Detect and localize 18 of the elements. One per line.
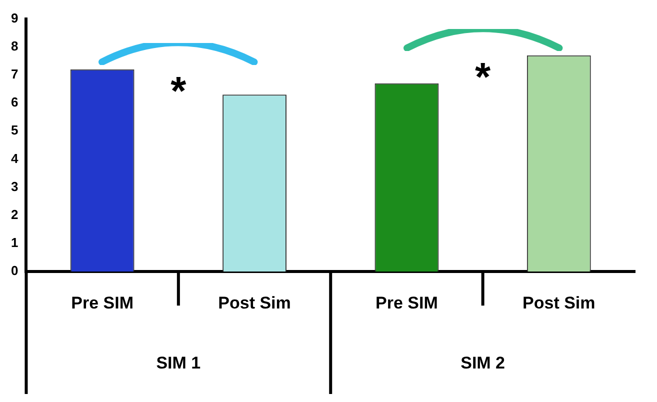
y-tick-label: 7: [10, 66, 18, 82]
annotation: *: [170, 69, 187, 114]
y-tick-label: 2: [10, 207, 18, 222]
y-tick-label: 0: [10, 263, 18, 278]
x-tick-label: Pre SIM: [376, 293, 438, 312]
y-tick-label: 6: [10, 94, 18, 110]
x-tick-label: Post Sim: [218, 293, 291, 312]
y-tick-label: 1: [10, 235, 18, 250]
text: SIM 1: [156, 353, 201, 372]
y-tick-label: 8: [10, 38, 18, 54]
y-tick-label: 3: [10, 178, 18, 194]
y-tick-label: 5: [10, 122, 18, 138]
y-tick-label: 9: [10, 10, 18, 26]
text: SIM 2: [460, 353, 506, 372]
annotation: *: [475, 55, 492, 100]
x-tick-label: Pre SIM: [71, 293, 134, 312]
y-tick-label: 4: [10, 150, 19, 166]
x-tick-label: Post Sim: [522, 293, 596, 312]
